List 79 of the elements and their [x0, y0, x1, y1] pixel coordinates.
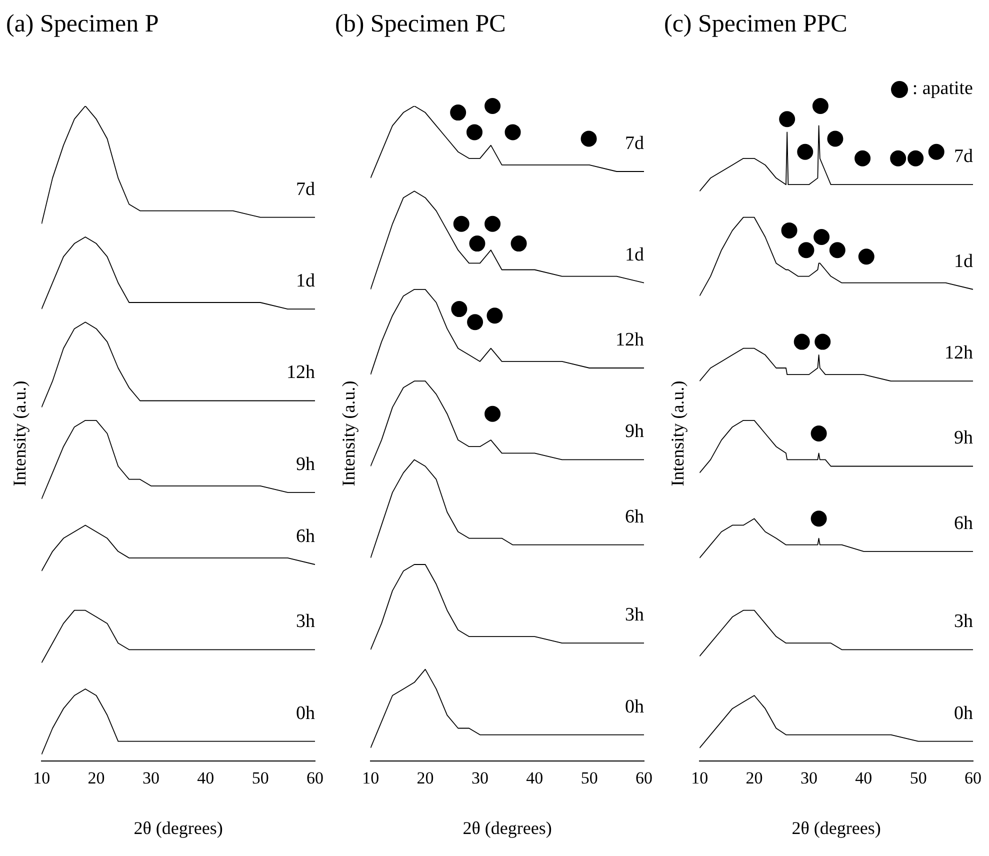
x-tick-label: 10	[33, 768, 50, 788]
point	[827, 130, 844, 147]
x-axis-title: 2θ (degrees)	[462, 818, 552, 838]
series-label: 9h	[625, 421, 644, 442]
series-label: 9h	[296, 454, 316, 475]
x-axis-title: 2θ (degrees)	[792, 818, 881, 838]
x-tick-label: 40	[855, 768, 872, 788]
point	[858, 248, 874, 265]
point	[908, 150, 924, 166]
point	[450, 104, 466, 121]
series-label: 0h	[296, 702, 316, 724]
x-tick-label: 60	[964, 768, 982, 788]
x-tick-label: 30	[471, 768, 488, 788]
x-tick-label: 40	[526, 768, 544, 788]
series-label: 0h	[954, 702, 974, 724]
series-label: 12h	[944, 342, 974, 364]
point	[453, 216, 470, 232]
point	[812, 98, 828, 114]
x-tick-label: 50	[580, 768, 598, 788]
point	[469, 236, 486, 252]
point	[829, 242, 846, 258]
point	[810, 510, 827, 527]
series-label: 3h	[296, 611, 316, 632]
series-label: 12h	[616, 329, 644, 350]
legend-label: : apatite	[912, 78, 973, 100]
point	[890, 150, 906, 166]
point	[814, 334, 831, 350]
series-label: 1d	[954, 250, 974, 272]
point	[580, 130, 597, 147]
chart-title: (b) Specimen PC	[335, 10, 506, 38]
series-label: 7d	[296, 178, 316, 200]
point	[794, 334, 810, 350]
x-tick-label: 50	[252, 768, 269, 788]
point	[797, 144, 814, 160]
series-label: 0h	[625, 696, 644, 718]
chart-title: (a) Specimen P	[6, 10, 159, 38]
point	[779, 111, 796, 128]
series-label: 6h	[296, 526, 316, 547]
y-axis-title: Intensity (a.u.)	[668, 380, 688, 486]
x-tick-label: 10	[691, 768, 708, 788]
chart-title: (c) Specimen PPC	[664, 10, 848, 38]
x-tick-label: 20	[416, 768, 434, 788]
series-label: 6h	[954, 512, 974, 534]
x-tick-label: 60	[636, 768, 652, 788]
point	[854, 150, 871, 166]
series-label: 6h	[625, 506, 644, 528]
point	[451, 301, 468, 318]
point	[486, 308, 503, 324]
series-label: 9h	[954, 428, 974, 449]
series-label: 7d	[625, 132, 644, 154]
point	[484, 216, 501, 232]
series-label: 12h	[286, 362, 316, 384]
x-tick-label: 10	[362, 768, 380, 788]
x-tick-label: 20	[88, 768, 105, 788]
point	[466, 124, 482, 140]
y-axis-title: Intensity (a.u.)	[10, 380, 30, 486]
x-axis-title: 2θ (degrees)	[134, 818, 223, 838]
x-tick-label: 30	[800, 768, 818, 788]
series-label: 1d	[296, 270, 316, 292]
x-tick-label: 30	[142, 768, 160, 788]
point	[484, 98, 501, 114]
x-tick-label: 50	[910, 768, 927, 788]
point	[798, 242, 814, 258]
point	[814, 229, 830, 245]
series-label: 1d	[625, 244, 644, 266]
series-label: 3h	[954, 611, 974, 632]
series-label: 3h	[625, 604, 644, 626]
point	[781, 222, 798, 238]
series-label: 7d	[954, 146, 974, 168]
y-axis-title: Intensity (a.u.)	[338, 380, 359, 486]
x-tick-label: 40	[197, 768, 214, 788]
point	[928, 144, 944, 160]
point	[810, 426, 827, 442]
x-tick-label: 20	[746, 768, 763, 788]
point	[504, 124, 521, 140]
point	[510, 236, 527, 252]
x-tick-label: 60	[306, 768, 324, 788]
point	[484, 406, 501, 422]
point	[467, 314, 484, 330]
